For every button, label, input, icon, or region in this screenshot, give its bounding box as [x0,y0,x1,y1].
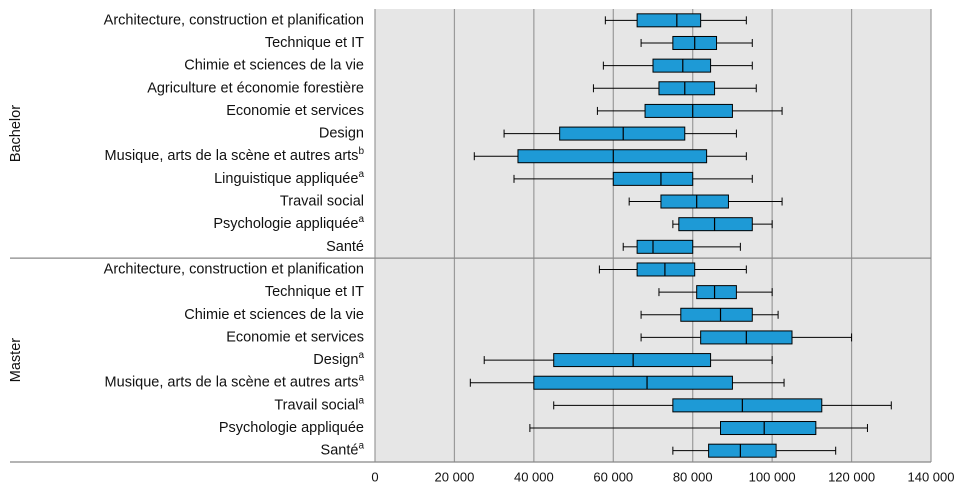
category-label: Travail social [280,193,364,209]
box [652,58,712,73]
category-label: Linguistique appliquéea [214,169,364,187]
category-name: Chimie et sciences de la vie [184,307,364,323]
box [636,262,696,277]
box [612,171,694,186]
category-label: Designa [313,350,364,368]
category-label: Economie et services [226,329,364,345]
category-label: Agriculture et économie forestière [147,80,364,96]
category-name: Chimie et sciences de la vie [184,57,364,73]
category-label: Architecture, construction et planificat… [104,261,364,277]
x-tick-label: 100 000 [749,469,796,484]
x-tick-label: 0 [371,469,378,484]
group-label: Master [8,338,24,382]
category-name: Travail social [274,397,358,413]
category-name: Design [319,125,364,141]
category-name: Santé [326,239,364,255]
category-name: Technique et IT [265,35,364,51]
category-label: Architecture, construction et planificat… [104,12,364,28]
category-label: Chimie et sciences de la vie [184,307,364,323]
box [708,443,777,458]
category-name: Musique, arts de la scène et autres arts [105,375,359,391]
category-name: Technique et IT [265,284,364,300]
category-name: Psychologie appliquée [213,216,358,232]
category-name: Economie et services [226,329,364,345]
category-label: Psychologie appliquéea [213,214,364,232]
box [658,81,716,96]
box [720,421,817,436]
x-tick-label: 20 000 [435,469,475,484]
category-label: Chimie et sciences de la vie [184,57,364,73]
category-name: Linguistique appliquée [214,171,358,187]
x-tick-label: 80 000 [673,469,713,484]
box [678,217,753,232]
category-note: a [358,395,364,406]
category-name: Economie et services [226,103,364,119]
box [553,353,712,368]
group-label: Bachelor [8,105,24,162]
box [680,307,753,322]
box [660,194,729,209]
category-label: Psychologie appliquée [219,420,364,436]
x-tick-label: 60 000 [593,469,633,484]
x-tick-label: 40 000 [514,469,554,484]
x-tick-label: 140 000 [908,469,955,484]
category-note: b [358,146,364,157]
category-note: a [358,214,364,225]
category-name: Travail social [280,193,364,209]
x-tick-label: 120 000 [828,469,875,484]
category-label: Design [319,125,364,141]
category-name: Agriculture et économie forestière [147,80,364,96]
category-label: Technique et IT [265,35,364,51]
category-name: Musique, arts de la scène et autres arts [105,148,359,164]
category-name: Psychologie appliquée [219,420,364,436]
category-note: a [358,440,364,451]
box [517,149,708,164]
category-label: Technique et IT [265,284,364,300]
box [636,239,694,254]
box [636,13,702,28]
box [672,398,823,413]
category-name: Design [313,352,358,368]
category-label: Musique, arts de la scène et autres arts… [105,372,365,390]
category-label: Musique, arts de la scène et autres arts… [105,146,365,164]
category-label: Economie et services [226,103,364,119]
box [696,285,737,300]
box [559,126,686,141]
box [644,103,733,118]
category-label: Santé [326,239,364,255]
category-label: Travail sociala [274,395,364,413]
category-note: a [358,350,364,361]
category-name: Architecture, construction et planificat… [104,261,364,277]
plot-background [375,9,931,462]
category-note: a [358,169,364,180]
category-name: Santé [321,443,359,459]
category-name: Architecture, construction et planificat… [104,12,364,28]
category-note: a [358,372,364,383]
category-label: Santéa [321,440,365,458]
box [533,375,733,390]
